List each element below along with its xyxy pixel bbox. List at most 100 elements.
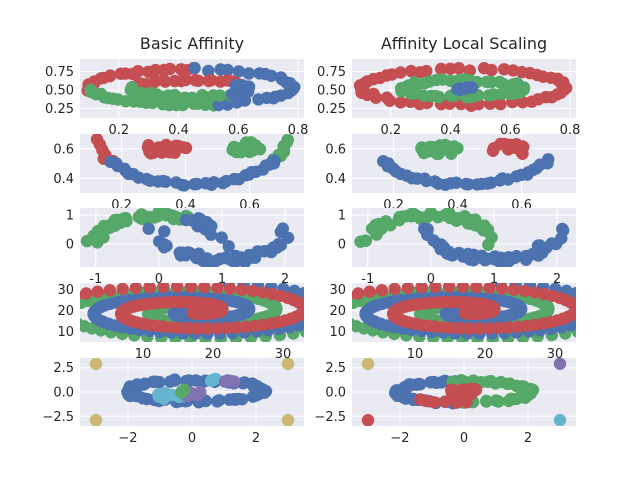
point-blue-mouth xyxy=(542,153,555,166)
point-blue-lower-moon-and-upper-right xyxy=(142,222,155,235)
point-red-spiral xyxy=(201,322,214,335)
point-red-right-eye xyxy=(517,140,530,154)
point-blue-spiral xyxy=(591,311,603,323)
y-tick-label: 1 xyxy=(338,209,346,224)
point-yellow-corner-points xyxy=(89,414,103,426)
point-red-spiral xyxy=(91,285,104,298)
point-red-inner-top xyxy=(214,75,227,88)
scatter-points xyxy=(80,208,295,267)
point-blue-ring xyxy=(259,385,273,398)
point-red-spiral xyxy=(307,302,319,314)
point-red-spiral xyxy=(352,290,354,300)
point-red-spiral xyxy=(495,283,509,295)
point-blue-mouth xyxy=(178,179,191,192)
point-blue-spiral xyxy=(578,289,590,301)
x-tick-label: 0 xyxy=(188,431,196,446)
point-red-right-eye xyxy=(487,142,501,155)
point-red-spiral xyxy=(33,311,45,323)
point-red-spiral xyxy=(443,283,456,293)
point-red-spiral xyxy=(182,322,195,335)
point-red-spiral xyxy=(45,296,57,308)
point-green-upper-moon xyxy=(359,234,372,247)
point-red-outer-ellipse xyxy=(404,64,418,78)
y-tick-label: 2.5 xyxy=(53,361,74,376)
chart-panel-r2-c1: -1 0 1 201 xyxy=(338,208,576,287)
point-red-spiral xyxy=(116,283,129,296)
y-tick-label: 0.0 xyxy=(325,386,346,401)
point-red-spiral xyxy=(473,322,486,335)
x-tick-label: 1 xyxy=(218,272,226,287)
point-red-spiral xyxy=(35,302,47,314)
point-red-spiral xyxy=(352,287,365,300)
point-green-inner-ellipse xyxy=(432,90,446,104)
x-tick-label: 0 xyxy=(155,272,163,287)
y-tick-label: 0.6 xyxy=(325,142,346,157)
point-red-outer-left xyxy=(174,63,188,76)
y-tick-label: 0.50 xyxy=(317,83,346,98)
point-red-spiral xyxy=(518,284,532,298)
y-tick-label: 0 xyxy=(338,237,346,252)
point-blue-lower-moon-and-upper-right xyxy=(204,228,218,241)
point-blue-mouth xyxy=(207,176,221,189)
point-red-center xyxy=(460,396,473,409)
point-green-inner-ellipse xyxy=(418,77,431,90)
point-green-inner-ellipse xyxy=(517,81,531,94)
x-tick-label: 0 xyxy=(460,431,468,446)
point-blue-ring xyxy=(238,376,251,389)
point-blue-lower-moon xyxy=(510,250,523,263)
point-red-outer-ellipse xyxy=(463,64,476,77)
y-tick-label: 0.25 xyxy=(317,102,346,117)
point-yellow-corner-points xyxy=(281,358,295,370)
scatter-points xyxy=(353,61,573,113)
x-tick-label: 2 xyxy=(252,431,260,446)
point-blue-lower-moon-and-upper-right xyxy=(222,240,235,253)
y-tick-label: 0.50 xyxy=(45,83,74,98)
point-green-spiral xyxy=(352,296,360,309)
point-red-spiral xyxy=(211,283,224,294)
point-blue-outer-right xyxy=(214,63,227,76)
point-blue-ring xyxy=(164,375,177,388)
point-red-spiral xyxy=(39,299,51,311)
point-red-spiral xyxy=(191,322,205,335)
point-green-ring-right xyxy=(480,394,493,408)
chart-panel-r4-c1: −2 0 2 −2.5 0.0 2.5 xyxy=(314,358,576,446)
point-red-inner-top xyxy=(168,74,181,88)
point-blue-ring xyxy=(235,393,249,406)
point-green-upper-moon-left xyxy=(97,219,111,233)
point-cyan-center xyxy=(156,391,170,404)
point-red-spiral xyxy=(35,314,47,326)
point-green-left-eye xyxy=(419,144,433,158)
point-red-outer-ellipse xyxy=(560,81,573,95)
chart-panel-r2-c0: -1 0 1 201 xyxy=(66,208,304,287)
point-red-inner-top xyxy=(189,74,202,87)
point-blue-spiral xyxy=(580,315,592,327)
point-blue-outer-right xyxy=(232,65,245,78)
y-tick-label: −2.5 xyxy=(42,410,74,425)
point-blue-spiral xyxy=(595,308,607,320)
point-red-outer-ellipse xyxy=(444,62,457,75)
point-purple-corner-top-right xyxy=(553,358,567,370)
y-tick-label: 30 xyxy=(57,283,74,298)
point-blue-spiral xyxy=(587,313,599,325)
scatter-points xyxy=(81,61,301,112)
point-purple-center xyxy=(191,387,205,400)
column-title-basic-affinity: Basic Affinity xyxy=(140,34,244,53)
point-green-upper-moon-left xyxy=(120,214,133,228)
point-red-spiral xyxy=(463,322,477,335)
point-blue-mouth xyxy=(268,154,281,167)
scatter-points xyxy=(361,358,567,426)
point-red-spiral xyxy=(445,321,458,334)
point-blue-mouth xyxy=(450,176,463,189)
point-blue-outer-right xyxy=(212,98,225,112)
point-green-left-eye xyxy=(435,143,449,156)
point-blue-outer-right xyxy=(253,67,266,80)
point-green-spiral xyxy=(80,300,82,310)
point-red-outer-ellipse xyxy=(477,61,491,75)
point-green-right-eye-and-mouth-end xyxy=(235,141,248,155)
point-red-spiral xyxy=(173,321,186,334)
point-red-outer-ellipse xyxy=(494,97,507,111)
point-red-spiral xyxy=(157,283,170,293)
